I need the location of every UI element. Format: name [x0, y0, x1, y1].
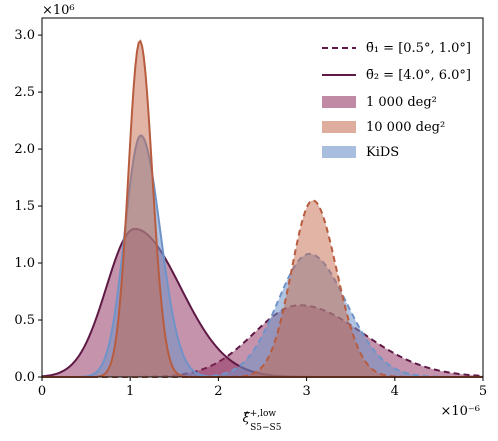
axes-frame	[41, 17, 484, 378]
x-tick-label-5: 5	[479, 384, 487, 399]
y-scale-label: ×10⁶	[42, 3, 75, 18]
x-axis-label: ξ̂+,low S5−S5	[243, 409, 282, 433]
legend-label-theta2: θ̄₂ = [4.0°, 6.0°]	[366, 68, 471, 83]
legend-label-1000: 1 000 deg²	[366, 95, 437, 110]
y-tick-label-0: 0.0	[14, 370, 35, 385]
area-kids-theta1	[42, 253, 483, 377]
legend: θ̄₁ = [0.5°, 1.0°] θ̄₂ = [4.0°, 6.0°] 1 …	[322, 41, 471, 160]
legend-label-theta1: θ̄₁ = [0.5°, 1.0°]	[366, 41, 471, 56]
ticks-layer: 0 1 2 3 4 5 0.0 0.5 1.0 1.5 2.0 2.5 3.0	[14, 28, 487, 399]
x-tick-label-2: 2	[214, 384, 222, 399]
x-tick-label-0: 0	[38, 384, 46, 399]
x-axis-label-sub: S5−S5	[250, 423, 282, 433]
x-scale-label: ×10⁻⁶	[440, 404, 480, 419]
y-tick-label-6: 3.0	[14, 28, 35, 43]
y-tick-label-1: 0.5	[14, 313, 35, 328]
y-tick-label-3: 1.5	[14, 199, 35, 214]
legend-patch-10000	[322, 121, 356, 133]
legend-patch-kids	[322, 146, 356, 158]
y-tick-label-4: 2.0	[14, 142, 35, 157]
series-layer	[41, 39, 484, 378]
x-axis-label-symbol: ξ̂	[243, 411, 251, 426]
x-axis-label-sup: +,low	[250, 409, 277, 419]
x-tick-label-3: 3	[302, 384, 310, 399]
y-tick-label-2: 1.0	[14, 256, 35, 271]
legend-label-kids: KiDS	[366, 145, 399, 160]
y-tick-label-5: 2.5	[14, 85, 35, 100]
legend-label-10000: 10 000 deg²	[366, 120, 445, 135]
area-10000-theta2	[42, 41, 483, 377]
x-tick-label-1: 1	[126, 384, 134, 399]
legend-patch-1000	[322, 96, 356, 108]
x-tick-label-4: 4	[391, 384, 399, 399]
